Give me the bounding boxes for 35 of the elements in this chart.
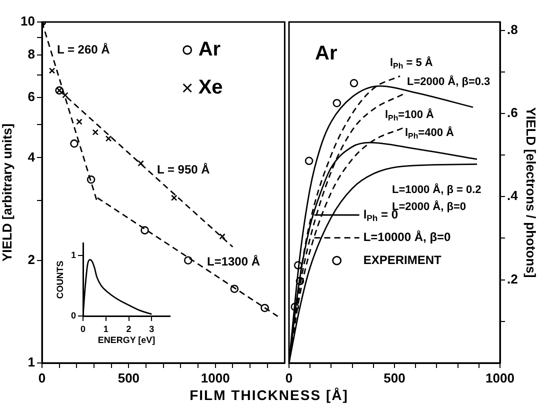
y-tick-label: 6 [28,89,35,104]
x-tick-label: 0 [38,370,46,386]
legend-label: Ar [198,38,221,61]
annotation: L = 260 Å [57,42,110,56]
x-tick-label: 1000 [486,370,514,386]
x-tick-label: 2 [126,324,132,334]
y-tick-label: 1 [28,354,35,370]
annotation: L=1000 Å, β = 0.2 [392,183,482,196]
text: Ar [315,42,338,65]
x-tick-label: 1 [103,324,108,334]
x-tick-label: 3 [149,324,154,334]
y-axis-title: YIELD [electrons / photons] [524,107,538,278]
y-tick-label: 10 [20,14,35,29]
x-tick-label: 0 [80,324,86,334]
x-axis-title: FILM THICKNESS [Å] [188,387,350,403]
y-tick-label: 2 [28,252,35,267]
y-tick-label: 8 [28,46,35,62]
y-axis-title: COUNTS [54,260,65,299]
annotation: L=2000 Å, β=0.3 [407,75,490,88]
y-tick-label: .2 [507,271,518,286]
legend-label: L=10000 Å, β=0 [363,230,452,244]
y-tick-label: 4 [28,149,36,164]
annotation: L = 950 Å [157,162,210,176]
legend-label: Xe [198,76,223,99]
x-tick-label: 500 [384,370,406,386]
x-tick-label: 500 [118,370,140,386]
y-tick-label: .4 [507,188,519,204]
y-tick-label: .6 [507,105,518,120]
x-tick-label: 1000 [200,370,230,386]
y-tick-label: .8 [507,22,518,37]
annotation: L=1300 Å [207,254,260,268]
x-axis-title: ENERGY [eV] [98,335,156,346]
x-tick-label: 0 [285,370,293,386]
y-axis-title: YIELD [arbitrary units] [0,124,14,262]
legend-label: EXPERIMENT [363,252,442,267]
